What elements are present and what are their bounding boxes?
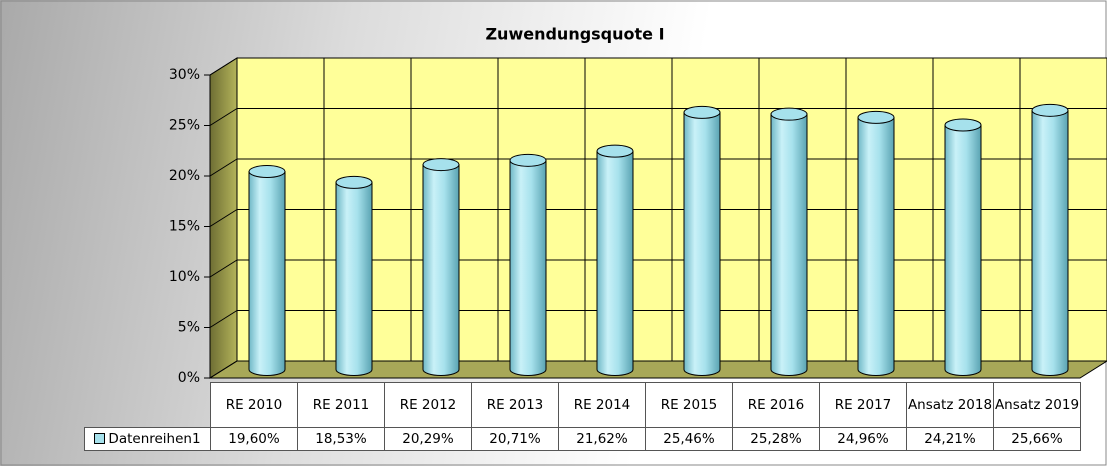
grid-line [209, 108, 238, 126]
y-tick-label: 30% [169, 67, 200, 83]
legend-swatch [94, 433, 106, 444]
y-tick-label: 25% [169, 118, 200, 134]
cylinder-top [683, 105, 721, 119]
bar [248, 165, 286, 376]
cylinder-body [248, 171, 286, 376]
y-tick-label: 5% [178, 320, 200, 336]
category-cell: RE 2017 [819, 382, 907, 428]
cylinder-top [857, 110, 895, 124]
data-table: RE 2010 RE 2011 RE 2012 RE 2013 RE 2014 RE 20… [84, 382, 1081, 451]
value-cell: 21,62% [558, 427, 646, 451]
bar [335, 175, 373, 376]
cylinder-top [596, 144, 634, 158]
grid-line [209, 209, 238, 227]
bar [683, 105, 721, 376]
value-cell: 25,46% [645, 427, 733, 451]
value-cell: 25,66% [993, 427, 1081, 451]
category-cell: RE 2016 [732, 382, 820, 428]
category-cell: Ansatz 2018 [906, 382, 994, 428]
value-cell: 24,96% [819, 427, 907, 451]
cylinder-body [1031, 109, 1069, 376]
cylinder-top [509, 153, 547, 167]
grid-line [209, 360, 238, 379]
cylinder-top [422, 158, 460, 172]
cylinder-body [422, 164, 460, 376]
y-tick-label: 20% [169, 168, 200, 184]
cylinder-body [944, 124, 982, 376]
bar [1031, 103, 1069, 376]
category-cell: RE 2015 [645, 382, 733, 428]
blank-cell [85, 383, 211, 428]
cylinder-top [248, 165, 286, 179]
cylinder-top [335, 175, 373, 189]
y-tick-label: 0% [178, 370, 200, 386]
cylinder-top [1031, 103, 1069, 117]
table-row: RE 2010 RE 2011 RE 2012 RE 2013 RE 2014 RE 20… [85, 382, 1081, 428]
category-cell: RE 2011 [297, 382, 385, 428]
bar [944, 118, 982, 376]
legend-label: Datenreihen1 [108, 431, 201, 447]
grid-line [209, 57, 238, 76]
bar [422, 158, 460, 376]
y-tick-label: 15% [169, 219, 200, 235]
table-row: Datenreihen1 19,60% 18,53% 20,29% 20,71% 21,6… [84, 427, 1081, 451]
value-cell: 25,28% [732, 427, 820, 451]
cylinder-body [509, 159, 547, 376]
cylinder-body [596, 150, 634, 376]
grid-line [209, 310, 238, 328]
grid-line [209, 259, 238, 278]
cylinder-body [335, 181, 373, 376]
bar [857, 110, 895, 376]
legend-cell: Datenreihen1 [84, 427, 211, 451]
bar [509, 153, 547, 376]
y-tick-label: 10% [169, 269, 200, 285]
value-cell: 24,21% [906, 427, 994, 451]
cylinder-body [770, 113, 808, 376]
value-cell: 20,29% [384, 427, 472, 451]
category-cell: Ansatz 2019 [993, 382, 1081, 428]
value-cell: 18,53% [297, 427, 385, 451]
category-cell: RE 2013 [471, 382, 559, 428]
chart-title: Zuwendungsquote I [485, 25, 664, 44]
value-cell: 19,60% [210, 427, 298, 451]
grid-line [209, 158, 238, 177]
category-cell: RE 2012 [384, 382, 472, 428]
bar [770, 107, 808, 376]
cylinder-body [857, 116, 895, 376]
cylinder-top [944, 118, 982, 132]
value-cell: 20,71% [471, 427, 559, 451]
cylinder-top [770, 107, 808, 121]
cylinder-body [683, 111, 721, 376]
category-cell: RE 2014 [558, 382, 646, 428]
category-cell: RE 2010 [210, 382, 298, 428]
bar [596, 144, 634, 376]
